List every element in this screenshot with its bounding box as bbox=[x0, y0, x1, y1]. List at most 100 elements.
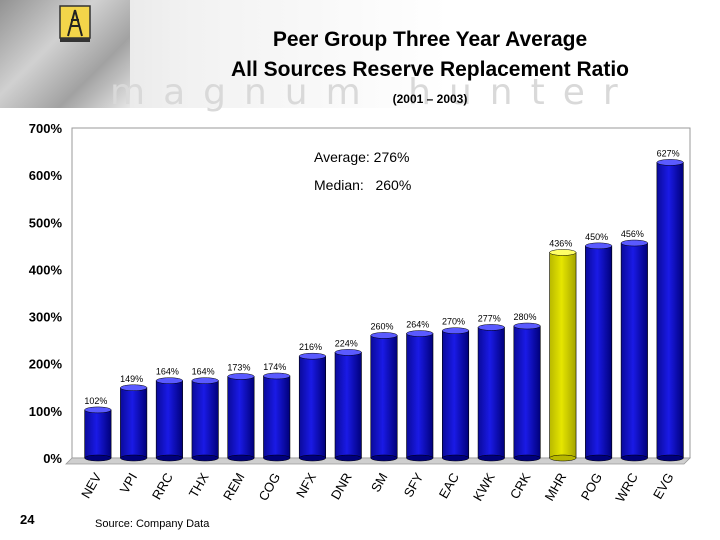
bar-base bbox=[334, 454, 362, 462]
category-label: SFY bbox=[401, 470, 427, 500]
bar bbox=[585, 242, 613, 462]
category-label: THX bbox=[186, 470, 212, 500]
bar-base bbox=[585, 454, 613, 462]
bar-cap bbox=[120, 384, 148, 392]
median-annotation: Median: 260% bbox=[314, 177, 411, 193]
bar-cap bbox=[549, 249, 577, 256]
bar-cap bbox=[477, 324, 505, 331]
bar-cap bbox=[263, 372, 291, 380]
category-label: EAC bbox=[436, 470, 462, 501]
bar-body bbox=[263, 375, 291, 459]
bar-base bbox=[298, 454, 326, 462]
bar-base bbox=[84, 454, 112, 462]
bar bbox=[513, 322, 541, 462]
category-label: DNR bbox=[328, 470, 355, 502]
y-tick-label: 700% bbox=[29, 121, 63, 136]
bar-cap bbox=[84, 406, 112, 414]
data-label: 216% bbox=[299, 342, 322, 352]
data-label: 149% bbox=[120, 374, 143, 384]
bar-cap bbox=[656, 159, 684, 166]
data-label: 173% bbox=[227, 362, 250, 372]
bar-base bbox=[442, 454, 470, 462]
bar-body bbox=[620, 242, 648, 459]
bar bbox=[155, 377, 183, 462]
data-label: 260% bbox=[370, 321, 393, 331]
y-tick-label: 200% bbox=[29, 357, 63, 372]
bar-base bbox=[656, 454, 684, 462]
bar bbox=[191, 377, 219, 462]
bar-body bbox=[549, 252, 577, 459]
chart-title-line1: Peer Group Three Year Average bbox=[272, 28, 588, 51]
bar-base bbox=[191, 454, 219, 462]
bar bbox=[549, 249, 577, 462]
category-label: NEV bbox=[78, 470, 105, 501]
bar-cap bbox=[191, 377, 219, 384]
y-tick-label: 300% bbox=[29, 310, 63, 325]
chart-subtitle: (2001 – 2003) bbox=[392, 92, 468, 106]
bar-body bbox=[477, 327, 505, 459]
y-tick-label: 100% bbox=[29, 404, 63, 419]
category-label: CRK bbox=[507, 470, 534, 502]
category-label: KWK bbox=[470, 470, 498, 503]
watermark-text: magnum hunter bbox=[110, 72, 636, 112]
category-label: SM bbox=[368, 470, 391, 494]
bar bbox=[406, 330, 434, 462]
category-label: POG bbox=[578, 470, 605, 503]
bar bbox=[334, 349, 362, 462]
bar-body bbox=[513, 325, 541, 459]
bar-base bbox=[370, 454, 398, 462]
bar-cap bbox=[370, 332, 398, 339]
data-label: 164% bbox=[156, 367, 179, 377]
bar-base bbox=[120, 454, 148, 462]
bar bbox=[620, 239, 648, 462]
bar-body bbox=[441, 330, 470, 459]
bar-base bbox=[263, 454, 291, 462]
bar bbox=[227, 373, 255, 462]
data-label: 277% bbox=[478, 313, 501, 323]
bar-body bbox=[298, 355, 327, 459]
bar-body bbox=[155, 380, 183, 459]
bar-body bbox=[191, 380, 219, 459]
bar-base bbox=[155, 454, 183, 462]
bar-body bbox=[84, 409, 112, 459]
category-label: COG bbox=[255, 470, 283, 503]
bar-body bbox=[227, 376, 255, 459]
bar-cap bbox=[513, 322, 541, 330]
header-banner: magnum hunter bbox=[0, 0, 640, 112]
bar-body bbox=[656, 162, 684, 459]
category-label: WRC bbox=[612, 470, 641, 504]
category-label: EVG bbox=[650, 470, 677, 501]
data-label: 280% bbox=[514, 312, 537, 322]
bar-body bbox=[370, 335, 398, 459]
bar-base bbox=[620, 454, 648, 462]
data-label: 174% bbox=[263, 362, 286, 372]
average-annotation: Average: 276% bbox=[314, 149, 409, 165]
bar bbox=[441, 327, 470, 462]
category-label: RRC bbox=[149, 470, 176, 502]
bar bbox=[120, 384, 148, 462]
y-tick-label: 500% bbox=[29, 215, 63, 230]
bar-cap bbox=[155, 377, 183, 384]
bar-cap bbox=[442, 327, 470, 334]
bar-base bbox=[513, 454, 541, 462]
bar bbox=[263, 372, 291, 462]
bar-cap bbox=[227, 373, 255, 380]
data-label: 436% bbox=[549, 238, 572, 248]
bar-base bbox=[227, 454, 255, 462]
bar-body bbox=[334, 352, 362, 459]
bar-cap bbox=[298, 352, 326, 360]
bar-base bbox=[549, 454, 577, 462]
y-tick-label: 400% bbox=[29, 262, 63, 277]
bar-cap bbox=[585, 242, 613, 250]
category-label: NFX bbox=[293, 470, 319, 500]
bar-base bbox=[406, 454, 434, 462]
data-label: 164% bbox=[192, 367, 215, 377]
bar-cap bbox=[406, 330, 434, 337]
data-label: 456% bbox=[621, 229, 644, 239]
bar bbox=[370, 332, 398, 462]
bar-body bbox=[406, 333, 434, 459]
source-note: Source: Company Data bbox=[95, 518, 210, 530]
y-tick-label: 0% bbox=[43, 451, 62, 466]
bar-base bbox=[477, 454, 505, 462]
category-label: VPI bbox=[117, 470, 140, 496]
